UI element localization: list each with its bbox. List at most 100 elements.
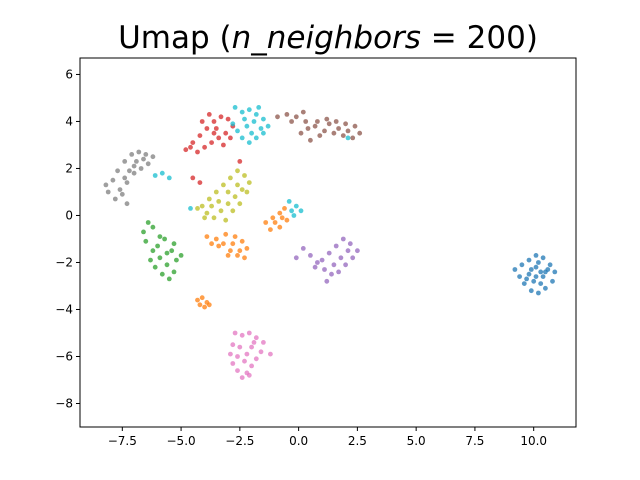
data-point	[190, 175, 196, 181]
data-point	[258, 126, 264, 131]
data-point	[230, 342, 236, 348]
data-point	[105, 189, 111, 195]
data-point	[343, 121, 348, 127]
data-point	[357, 130, 363, 136]
data-point	[152, 173, 158, 178]
data-point	[524, 276, 529, 282]
data-point	[533, 274, 539, 279]
data-point	[526, 271, 532, 277]
data-point	[249, 130, 255, 136]
data-point	[256, 105, 262, 110]
data-point	[178, 253, 184, 258]
data-point	[143, 238, 149, 244]
data-point	[536, 290, 541, 296]
data-point	[293, 203, 299, 209]
data-point	[239, 109, 245, 115]
data-point	[197, 302, 203, 308]
data-point	[538, 281, 544, 286]
data-point	[340, 236, 346, 242]
data-point	[199, 295, 205, 301]
data-point	[315, 119, 320, 124]
data-point	[275, 114, 280, 120]
data-point	[246, 107, 252, 113]
data-point	[543, 285, 548, 291]
data-point	[531, 278, 537, 284]
data-point	[141, 229, 146, 235]
data-point	[223, 217, 229, 223]
data-point	[164, 262, 170, 268]
data-point	[216, 135, 222, 141]
data-point	[134, 159, 139, 164]
x-tick-label: 5.0	[407, 434, 426, 448]
data-point	[289, 208, 294, 214]
data-point	[246, 330, 252, 336]
data-point	[228, 248, 233, 254]
data-point	[253, 135, 259, 141]
data-point	[171, 241, 177, 247]
data-point	[242, 358, 247, 364]
x-tick-label: −5.0	[167, 434, 196, 448]
data-point	[244, 246, 250, 251]
data-point	[268, 351, 273, 357]
data-point	[237, 248, 243, 254]
data-point	[253, 335, 259, 341]
data-point	[166, 175, 172, 181]
data-point	[308, 253, 313, 258]
data-point	[225, 201, 231, 207]
data-point	[251, 119, 257, 124]
data-point	[298, 130, 304, 136]
data-point	[277, 224, 283, 230]
data-point	[338, 255, 344, 261]
data-point	[322, 128, 327, 134]
data-point	[213, 236, 219, 242]
data-point	[242, 255, 247, 261]
data-point	[282, 206, 287, 211]
data-point	[239, 187, 245, 193]
data-point	[211, 215, 217, 221]
data-point	[150, 248, 156, 254]
data-point	[232, 330, 238, 336]
data-point	[538, 269, 544, 275]
data-point	[547, 262, 553, 268]
data-point	[291, 213, 297, 218]
data-point	[209, 241, 215, 247]
chart-title-suffix: )	[526, 20, 538, 56]
data-points	[103, 105, 558, 380]
data-point	[312, 123, 318, 129]
data-point	[221, 142, 226, 148]
data-point	[159, 170, 165, 176]
data-point	[345, 135, 351, 141]
data-point	[261, 130, 266, 136]
data-point	[333, 243, 339, 249]
data-point	[228, 135, 233, 141]
data-point	[300, 109, 306, 115]
chart-title: Umap (n_neighbors = 200)	[118, 20, 538, 56]
data-point	[138, 166, 144, 171]
data-point	[331, 262, 337, 268]
data-point	[115, 168, 120, 174]
y-tick-label: 0	[65, 208, 73, 222]
data-point	[326, 121, 332, 127]
data-point	[152, 264, 158, 270]
data-point	[251, 340, 257, 345]
data-point	[202, 304, 208, 310]
data-point	[355, 248, 360, 254]
data-point	[225, 189, 231, 195]
data-point	[197, 180, 203, 186]
data-point	[216, 243, 222, 249]
data-point	[249, 363, 255, 369]
data-point	[235, 168, 240, 174]
y-tick-label: 6	[65, 67, 73, 81]
chart-title-prefix: Umap (	[118, 20, 232, 56]
data-point	[329, 271, 334, 277]
data-point	[211, 130, 217, 136]
data-point	[171, 269, 177, 275]
data-point	[347, 241, 353, 247]
data-point	[195, 206, 200, 211]
data-point	[183, 147, 189, 153]
y-tick-label: 4	[65, 114, 73, 128]
data-point	[540, 255, 546, 261]
data-point	[550, 278, 555, 284]
data-point	[145, 220, 151, 225]
